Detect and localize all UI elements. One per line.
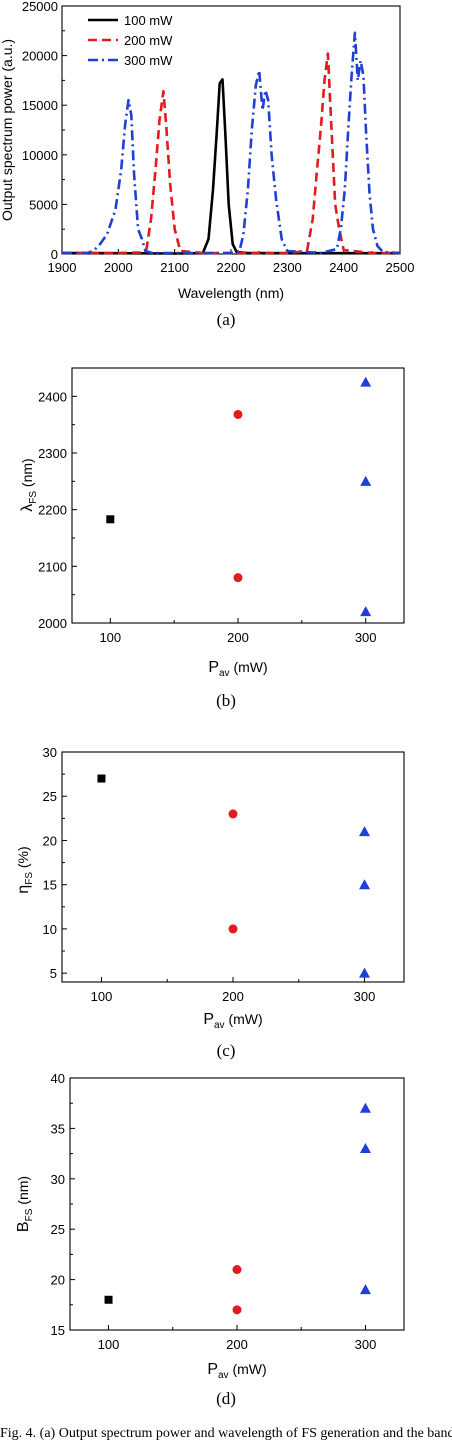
y-tick-label: 35 <box>51 1121 65 1136</box>
series-line-3 <box>62 31 401 255</box>
y-tick-label: 25 <box>43 789 57 804</box>
y-tick-label: 2300 <box>38 446 67 461</box>
y-axis-label: ηFS (%) <box>15 846 35 893</box>
data-point-5 <box>359 1143 371 1154</box>
x-tick-label: 200 <box>222 989 244 1004</box>
x-axis-label: Pav (mW) <box>208 659 267 679</box>
x-tick-label: 100 <box>99 630 121 645</box>
x-tick-label: 100 <box>98 1337 120 1352</box>
y-tick-label: 5 <box>50 966 57 981</box>
y-tick-label: 2400 <box>38 389 67 404</box>
data-point-3 <box>228 924 238 934</box>
data-point-2 <box>232 1265 242 1275</box>
y-tick-label: 2100 <box>38 559 67 574</box>
y-axis-label: λFS (nm) <box>19 458 39 511</box>
x-axis-label: Pav (mW) <box>203 1011 262 1031</box>
legend-label-2: 200 mW <box>124 33 173 48</box>
data-point-1 <box>97 774 106 783</box>
x-axis-label: Wavelength (nm) <box>178 285 284 301</box>
data-point-6 <box>359 967 371 978</box>
series-line-2 <box>62 52 400 255</box>
efficiency-chart: 100 200 300 5 10 15 20 25 30 ηFS (%) Pav (mW) (c) <box>15 745 405 1060</box>
x-tick-label: 1900 <box>48 260 77 275</box>
data-point-3 <box>233 573 243 583</box>
wavelength-chart: 100 200 300 2000 2100 2200 2300 2400 λFS (nm) Pav… <box>19 367 405 710</box>
y-tick-label: 2000 <box>38 616 67 631</box>
data-point-4 <box>359 1102 371 1113</box>
panel-label: (b) <box>216 691 236 710</box>
data-point-3 <box>232 1305 242 1315</box>
data-point-4 <box>360 376 372 387</box>
x-tick-label: 100 <box>91 989 113 1004</box>
y-tick-label: 20 <box>51 1273 65 1288</box>
y-tick-label: 25 <box>51 1222 65 1237</box>
plot-frame <box>71 367 405 624</box>
x-tick-label: 200 <box>227 630 249 645</box>
data-point-1 <box>104 1295 113 1304</box>
panel-label: (c) <box>217 1041 236 1060</box>
y-tick-label: 0 <box>51 247 58 262</box>
panel-label: (d) <box>216 1389 236 1408</box>
data-point-5 <box>359 879 371 890</box>
data-point-2 <box>233 409 243 419</box>
y-axis-label: BFS (nm) <box>15 1176 35 1232</box>
x-tick-label: 300 <box>354 989 376 1004</box>
data-point-1 <box>106 515 115 524</box>
x-tick-label: 200 <box>226 1337 248 1352</box>
legend-label-1: 100 mW <box>124 13 173 28</box>
y-tick-label: 15 <box>43 878 57 893</box>
y-axis-label: Output spectrum power (a.u.) <box>0 39 15 221</box>
x-tick-label: 300 <box>355 1337 377 1352</box>
x-tick-label: 2400 <box>329 260 358 275</box>
y-tick-label: 5000 <box>29 197 58 212</box>
x-tick-label: 2200 <box>217 260 246 275</box>
y-tick-label: 20 <box>43 833 57 848</box>
y-tick-label: 15000 <box>22 98 58 113</box>
x-tick-label: 2000 <box>104 260 133 275</box>
plot-frame <box>69 1077 405 1331</box>
y-tick-label: 10 <box>43 922 57 937</box>
spectrum-chart: 1900 2000 2100 2200 2300 2400 2500050001000015… <box>0 0 414 329</box>
legend-label-3: 300 mW <box>124 53 173 68</box>
y-tick-label: 10000 <box>22 148 58 163</box>
x-tick-label: 300 <box>355 630 377 645</box>
data-point-2 <box>228 809 238 819</box>
x-tick-label: 2300 <box>273 260 302 275</box>
figure-caption: Fig. 4. (a) Output spectrum power and wa… <box>0 1426 452 1441</box>
panel-label: (a) <box>217 310 236 329</box>
data-point-6 <box>360 606 372 617</box>
x-tick-label: 2100 <box>160 260 189 275</box>
y-tick-label: 40 <box>51 1071 65 1086</box>
y-tick-label: 30 <box>43 745 57 760</box>
x-axis-label: Pav (mW) <box>207 1361 266 1381</box>
y-tick-label: 15 <box>51 1323 65 1338</box>
y-tick-label: 30 <box>51 1172 65 1187</box>
y-tick-label: 25000 <box>22 0 58 14</box>
y-tick-label: 20000 <box>22 49 58 64</box>
plot-frame <box>61 751 405 983</box>
y-tick-label: 2200 <box>38 503 67 518</box>
data-point-5 <box>360 475 372 486</box>
data-point-6 <box>359 1284 371 1295</box>
bandwidth-chart: 100 200 300 15 20 25 30 35 40 BFS (nm) Pav (mW) (d) <box>15 1071 405 1408</box>
data-point-4 <box>359 826 371 837</box>
x-tick-label: 2500 <box>386 260 415 275</box>
